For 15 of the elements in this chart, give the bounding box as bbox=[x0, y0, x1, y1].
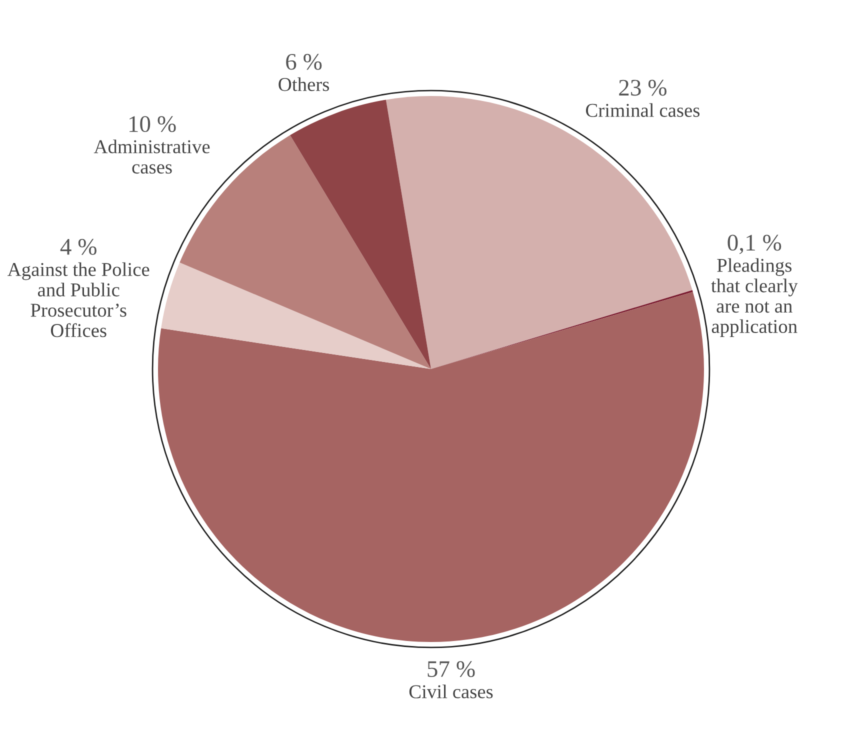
data-label: 57 % bbox=[428, 661, 475, 678]
slice-label: Administrative cases bbox=[94, 140, 210, 174]
pie-slice bbox=[290, 100, 431, 369]
slice-label: Criminal cases bbox=[586, 103, 700, 117]
data-label: 0,1 % bbox=[728, 234, 782, 254]
pie-slice bbox=[158, 292, 704, 642]
pie-slice bbox=[161, 262, 431, 369]
data-label: 10 % bbox=[130, 116, 176, 132]
slice-label: Against the Police and Public Prosecutor’s Offices bbox=[8, 262, 150, 338]
slice-label: Others bbox=[278, 77, 330, 92]
slice-label: Civil cases bbox=[409, 684, 493, 698]
slice-label: Pleadings that clearly are not an application bbox=[711, 258, 798, 337]
data-label: 4 % bbox=[60, 238, 96, 255]
data-label: 6 % bbox=[286, 54, 322, 70]
data-label: 23 % bbox=[619, 80, 666, 96]
